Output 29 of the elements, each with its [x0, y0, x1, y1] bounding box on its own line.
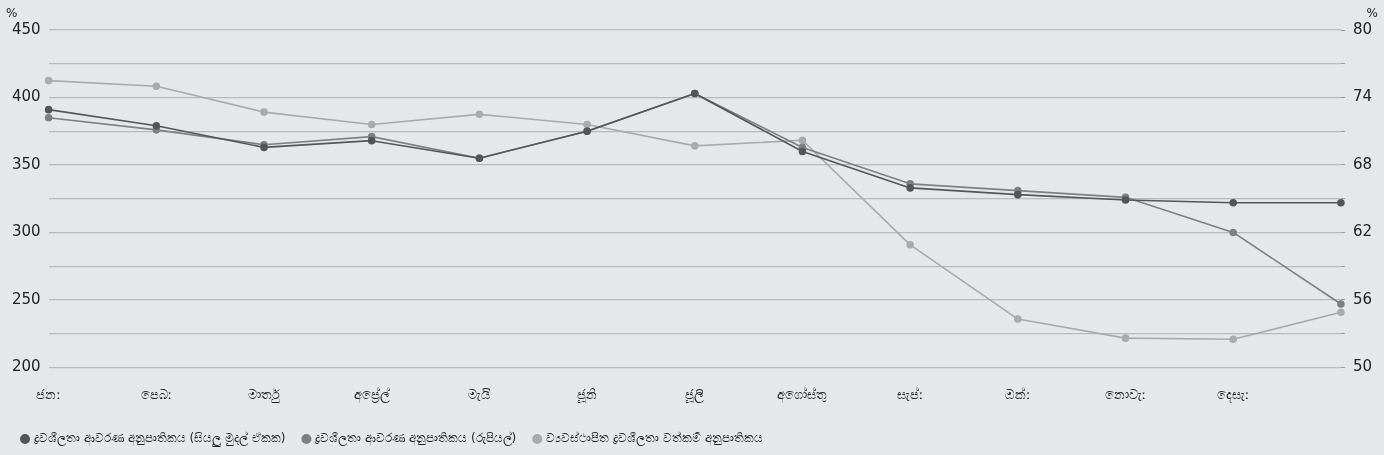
x-tick-label: පෙබː: [140, 386, 173, 402]
legend-label: ද්‍රවශීලතා ආවරණ අනුපාතිකය (සියලු මුදල් ඒකක): [33, 431, 286, 448]
y-tick-label: 300: [11, 222, 41, 241]
y2-tick-label: 56: [1352, 289, 1373, 308]
y2-tick-label: 62: [1352, 222, 1373, 241]
y2-tick-label: 68: [1352, 154, 1373, 173]
legend-label: ද්‍රවශීලතා ආවරණ අනුපාතිකය (රුපියල්): [314, 431, 517, 447]
y2-tick-label: 50: [1352, 357, 1373, 376]
x-tick-label: ඔක්ː: [1005, 386, 1031, 402]
x-tick-label: ජනː: [36, 386, 61, 402]
y-tick-label: 250: [11, 289, 41, 308]
y-tick-label: 350: [11, 154, 41, 173]
y-tick-label: 400: [11, 87, 41, 106]
y-tick-label: 450: [11, 19, 41, 38]
x-tick-label: දෙසැː: [1217, 386, 1250, 403]
y2-tick-label: 74: [1352, 87, 1373, 106]
x-tick-label: ජූනි: [577, 386, 598, 403]
x-tick-label: සැප්ː: [896, 386, 924, 402]
x-tick-label: අප්‍රේල්: [353, 386, 390, 403]
y2-tick-label: 80: [1352, 19, 1373, 38]
x-tick-label: ජූලි: [685, 386, 705, 403]
y-tick-label: 200: [11, 357, 41, 376]
x-tick-label: අගෝස්තු: [777, 386, 828, 403]
x-tick-label: නොවැː: [1104, 386, 1147, 402]
x-tick-label: මාර්තු: [248, 386, 281, 403]
y2-axis-title: %: [1366, 6, 1378, 21]
legend-label: ව්‍යවස්ථාපිත ද්‍රවශීලතා වත්කම් අනුපාතිකය: [546, 431, 763, 447]
y-axis-title: %: [6, 6, 18, 21]
x-tick-label: මැයි: [468, 386, 492, 402]
